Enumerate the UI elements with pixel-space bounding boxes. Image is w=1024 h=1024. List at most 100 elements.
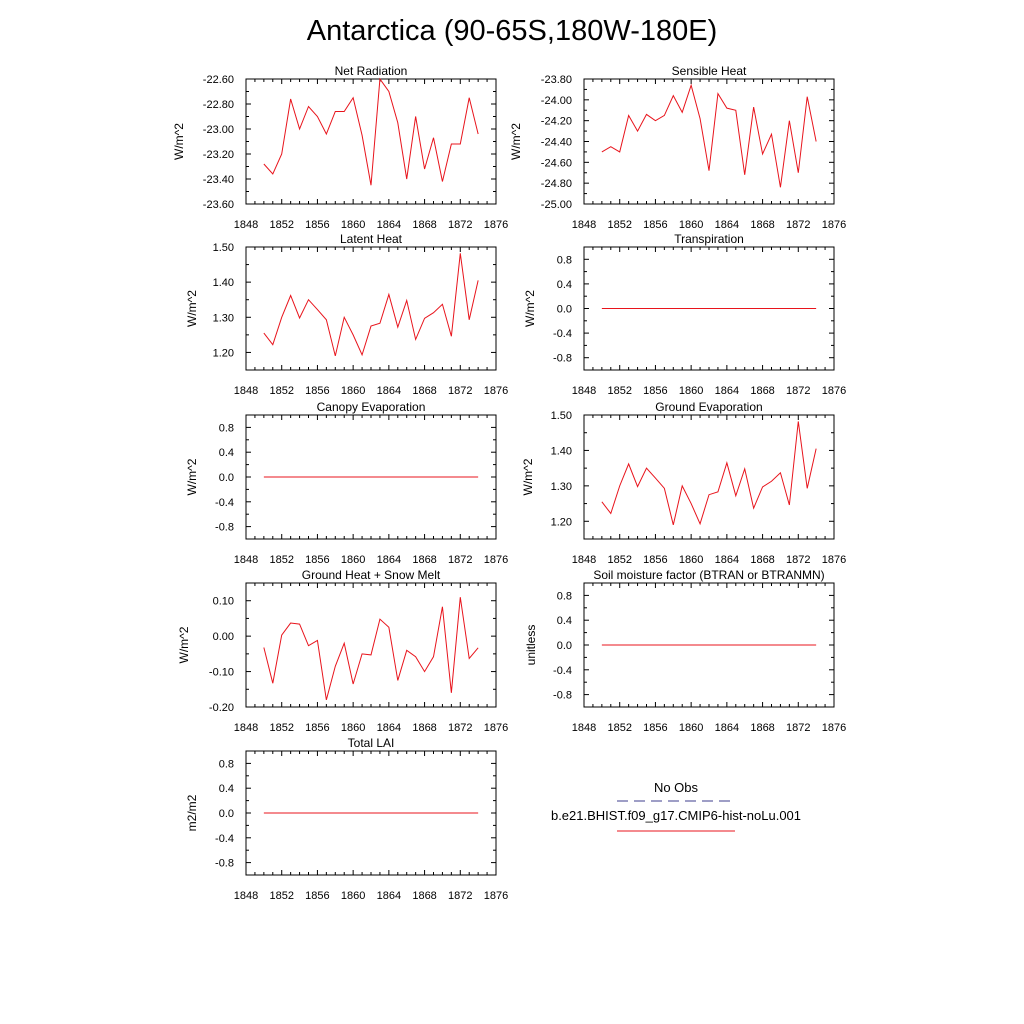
x-tick-label: 1852 [269,890,293,902]
x-tick-label: 1864 [377,554,401,566]
y-tick-label: 0.8 [219,758,234,770]
x-tick-label: 1872 [448,722,472,734]
y-tick-label: 0.4 [219,447,234,459]
x-tick-label: 1860 [341,219,365,231]
panel-9: Total LAI m2/m2 1848 1852 1856 1860 1864 1868 18… [185,736,508,902]
x-tick-label: 1860 [679,385,703,397]
series-line [263,77,479,186]
y-tick-label: 0.10 [213,596,234,608]
panel-title: Sensible Heat [672,64,747,78]
y-tick-label: -0.10 [209,667,234,679]
y-tick-label: 0.4 [219,783,234,795]
y-axis-label: unitless [524,625,538,666]
x-tick-label: 1852 [269,385,293,397]
panels: Net Radiation W/m^2 1848 1852 1856 1860 1864 18… [172,64,846,902]
x-tick-label: 1868 [412,722,436,734]
panel-title: Ground Heat + Snow Melt [302,568,441,582]
x-tick-label: 1872 [448,890,472,902]
legend: No Obs b.e21.BHIST.f09_g17.CMIP6-hist-no… [551,780,801,832]
x-tick-label: 1848 [572,385,596,397]
y-axis-label: W/m^2 [523,290,537,327]
y-tick-label: -23.80 [541,74,572,86]
x-tick-label: 1864 [715,722,739,734]
x-tick-label: 1848 [234,219,258,231]
y-tick-label: -23.60 [203,199,234,211]
series-line [601,421,817,526]
y-axis-label: W/m^2 [185,290,199,327]
figure-title: Antarctica (90-65S,180W-180E) [307,15,718,47]
y-tick-label: -25.00 [541,199,572,211]
y-tick-label: 0.8 [557,590,572,602]
x-tick-label: 1872 [786,385,810,397]
x-tick-label: 1864 [715,554,739,566]
x-tick-label: 1860 [679,554,703,566]
y-tick-label: 0.0 [557,640,572,652]
x-tick-label: 1876 [484,554,508,566]
x-tick-label: 1852 [607,385,631,397]
x-tick-label: 1864 [377,890,401,902]
y-tick-label: 0.0 [219,808,234,820]
y-tick-label: 1.40 [551,445,572,457]
y-tick-label: -0.8 [215,858,234,870]
x-tick-label: 1856 [643,219,667,231]
x-tick-label: 1876 [484,890,508,902]
x-tick-label: 1876 [822,385,846,397]
y-tick-label: 0.8 [557,254,572,266]
x-tick-label: 1856 [305,890,329,902]
x-tick-label: 1852 [607,219,631,231]
y-tick-label: -24.80 [541,178,572,190]
y-tick-label: -0.4 [215,833,234,845]
series-line [601,83,817,188]
plot-frame [583,78,835,205]
x-tick-label: 1856 [643,385,667,397]
panel-title: Ground Evaporation [655,400,762,414]
series-line [263,253,479,357]
panel-title: Transpiration [674,232,744,246]
x-tick-label: 1852 [269,554,293,566]
y-tick-label: -24.20 [541,116,572,128]
x-tick-label: 1864 [377,385,401,397]
x-tick-label: 1868 [750,219,774,231]
x-tick-label: 1848 [234,722,258,734]
x-tick-label: 1856 [643,554,667,566]
x-tick-label: 1848 [572,554,596,566]
x-tick-label: 1872 [786,722,810,734]
y-axis-label: W/m^2 [509,123,523,160]
y-tick-label: 1.30 [551,481,572,493]
panel-7: Ground Heat + Snow Melt W/m^2 1848 1852 1856… [177,568,508,734]
x-tick-label: 1856 [305,722,329,734]
x-tick-label: 1852 [607,554,631,566]
x-tick-label: 1848 [234,554,258,566]
x-tick-label: 1876 [822,219,846,231]
x-tick-label: 1876 [484,385,508,397]
y-tick-label: 0.0 [557,304,572,316]
y-tick-label: -0.20 [209,702,234,714]
x-tick-label: 1868 [412,385,436,397]
panel-title: Total LAI [348,736,395,750]
y-tick-label: -0.8 [553,690,572,702]
x-tick-label: 1860 [341,554,365,566]
x-tick-label: 1860 [341,890,365,902]
x-tick-label: 1860 [341,385,365,397]
panel-2: Sensible Heat W/m^2 1848 1852 1856 1860 1864 18… [509,64,846,231]
y-tick-label: 1.20 [551,516,572,528]
y-tick-label: 0.4 [557,279,572,291]
x-tick-label: 1872 [448,554,472,566]
y-axis-label: W/m^2 [177,626,191,663]
y-tick-label: -22.60 [203,74,234,86]
y-tick-label: 1.20 [213,347,234,359]
x-tick-label: 1872 [786,219,810,231]
y-tick-label: -23.40 [203,174,234,186]
y-tick-label: 0.8 [219,422,234,434]
x-tick-label: 1868 [750,385,774,397]
y-tick-label: -0.4 [553,328,572,340]
x-tick-label: 1864 [377,722,401,734]
plot-frame [245,582,497,708]
x-tick-label: 1856 [305,219,329,231]
y-tick-label: -22.80 [203,99,234,111]
x-tick-label: 1856 [305,385,329,397]
x-tick-label: 1848 [572,219,596,231]
panel-5: Canopy Evaporation W/m^2 1848 1852 1856 1860 1… [185,400,508,566]
y-tick-label: 1.50 [551,410,572,422]
